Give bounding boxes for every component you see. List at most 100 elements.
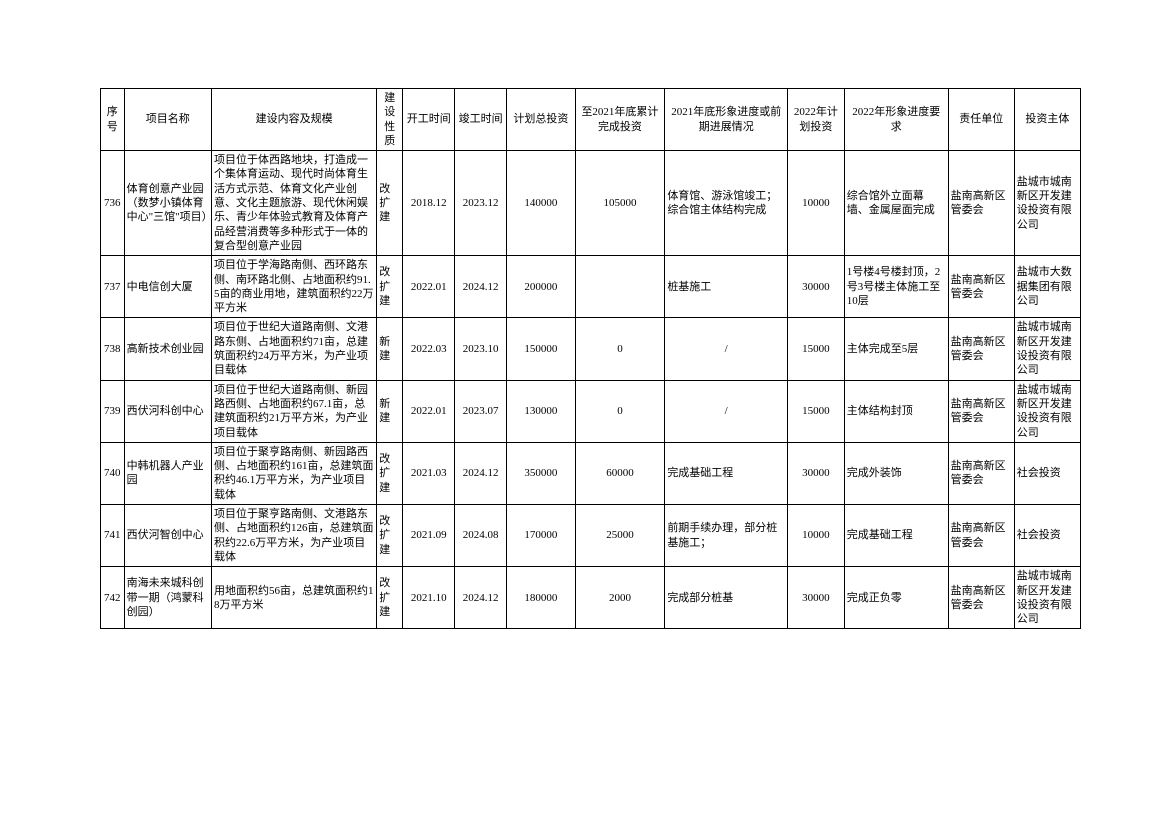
header-total: 计划总投资 — [507, 89, 575, 151]
cell-seq: 736 — [101, 151, 125, 256]
table-head: 序号 项目名称 建设内容及规模 建设性质 开工时间 竣工时间 计划总投资 至20… — [101, 89, 1081, 151]
table-row: 736体育创意产业园（数梦小镇体育中心"三馆"项目）项目位于体西路地块，打造成一… — [101, 151, 1081, 256]
cell-end: 2023.10 — [455, 318, 507, 380]
header-resp: 责任单位 — [948, 89, 1014, 151]
cell-end: 2024.12 — [455, 567, 507, 629]
cell-end: 2023.12 — [455, 151, 507, 256]
document-page: 序号 项目名称 建设内容及规模 建设性质 开工时间 竣工时间 计划总投资 至20… — [0, 0, 1169, 669]
cell-req: 完成外装饰 — [844, 442, 948, 504]
cell-req: 主体完成至5层 — [844, 318, 948, 380]
cell-plan: 10000 — [788, 151, 845, 256]
cell-content: 项目位于世纪大道路南侧、文港路东侧、占地面积约71亩，总建筑面积约24万平方米，… — [211, 318, 376, 380]
cell-total: 180000 — [507, 567, 575, 629]
cell-investor: 盐城市城南新区开发建设投资有限公司 — [1014, 318, 1080, 380]
cell-content: 项目位于聚亨路南侧、新园路西侧、占地面积约161亩，总建筑面积约46.1万平方米… — [211, 442, 376, 504]
cell-nature: 新建 — [377, 380, 403, 442]
cell-name: 西伏河科创中心 — [124, 380, 211, 442]
cell-nature: 改扩建 — [377, 256, 403, 318]
cell-seq: 738 — [101, 318, 125, 380]
cell-nature: 改扩建 — [377, 151, 403, 256]
cell-name: 中韩机器人产业园 — [124, 442, 211, 504]
cell-plan: 10000 — [788, 505, 845, 567]
cell-start: 2021.09 — [403, 505, 455, 567]
cell-progress: / — [665, 318, 788, 380]
cell-req: 1号楼4号楼封顶，2号3号楼主体施工至10层 — [844, 256, 948, 318]
cell-content: 项目位于世纪大道路南侧、新园路西侧、占地面积约67.1亩，总建筑面积约21万平方… — [211, 380, 376, 442]
cell-name: 高新技术创业园 — [124, 318, 211, 380]
cell-start: 2022.01 — [403, 256, 455, 318]
header-plan: 2022年计划投资 — [788, 89, 845, 151]
cell-start: 2022.03 — [403, 318, 455, 380]
cell-resp: 盐南高新区管委会 — [948, 505, 1014, 567]
cell-resp: 盐南高新区管委会 — [948, 256, 1014, 318]
table-row: 741西伏河智创中心项目位于聚亨路南侧、文港路东侧、占地面积约126亩，总建筑面… — [101, 505, 1081, 567]
header-investor: 投资主体 — [1014, 89, 1080, 151]
cell-done: 60000 — [575, 442, 665, 504]
header-progress: 2021年底形象进度或前期进展情况 — [665, 89, 788, 151]
cell-name: 西伏河智创中心 — [124, 505, 211, 567]
cell-content: 项目位于聚亨路南侧、文港路东侧、占地面积约126亩，总建筑面积约22.6万平方米… — [211, 505, 376, 567]
cell-progress: 完成部分桩基 — [665, 567, 788, 629]
cell-total: 150000 — [507, 318, 575, 380]
cell-plan: 30000 — [788, 256, 845, 318]
table-row: 738高新技术创业园项目位于世纪大道路南侧、文港路东侧、占地面积约71亩，总建筑… — [101, 318, 1081, 380]
cell-resp: 盐南高新区管委会 — [948, 442, 1014, 504]
cell-progress: 完成基础工程 — [665, 442, 788, 504]
cell-investor: 盐城市城南新区开发建设投资有限公司 — [1014, 151, 1080, 256]
cell-req: 综合馆外立面幕墙、金属屋面完成 — [844, 151, 948, 256]
cell-end: 2024.08 — [455, 505, 507, 567]
cell-done: 2000 — [575, 567, 665, 629]
cell-investor: 盐城市大数据集团有限公司 — [1014, 256, 1080, 318]
cell-resp: 盐南高新区管委会 — [948, 151, 1014, 256]
cell-done: 105000 — [575, 151, 665, 256]
cell-seq: 742 — [101, 567, 125, 629]
table-row: 739西伏河科创中心项目位于世纪大道路南侧、新园路西侧、占地面积约67.1亩，总… — [101, 380, 1081, 442]
cell-plan: 15000 — [788, 380, 845, 442]
cell-seq: 737 — [101, 256, 125, 318]
header-done: 至2021年底累计完成投资 — [575, 89, 665, 151]
header-req: 2022年形象进度要求 — [844, 89, 948, 151]
cell-req: 主体结构封顶 — [844, 380, 948, 442]
cell-name: 体育创意产业园（数梦小镇体育中心"三馆"项目） — [124, 151, 211, 256]
cell-seq: 739 — [101, 380, 125, 442]
cell-plan: 15000 — [788, 318, 845, 380]
cell-resp: 盐南高新区管委会 — [948, 318, 1014, 380]
cell-seq: 740 — [101, 442, 125, 504]
cell-nature: 改扩建 — [377, 505, 403, 567]
cell-total: 130000 — [507, 380, 575, 442]
cell-start: 2018.12 — [403, 151, 455, 256]
cell-name: 南海未来城科创带一期（鸿蒙科创园） — [124, 567, 211, 629]
cell-plan: 30000 — [788, 442, 845, 504]
cell-resp: 盐南高新区管委会 — [948, 380, 1014, 442]
header-start: 开工时间 — [403, 89, 455, 151]
cell-resp: 盐南高新区管委会 — [948, 567, 1014, 629]
cell-done: 0 — [575, 380, 665, 442]
cell-progress: / — [665, 380, 788, 442]
cell-progress: 前期手续办理，部分桩基施工； — [665, 505, 788, 567]
header-row: 序号 项目名称 建设内容及规模 建设性质 开工时间 竣工时间 计划总投资 至20… — [101, 89, 1081, 151]
cell-nature: 新建 — [377, 318, 403, 380]
cell-start: 2021.10 — [403, 567, 455, 629]
cell-name: 中电信创大厦 — [124, 256, 211, 318]
cell-investor: 社会投资 — [1014, 442, 1080, 504]
header-name: 项目名称 — [124, 89, 211, 151]
table-row: 737中电信创大厦项目位于学海路南侧、西环路东侧、南环路北侧、占地面积约91.5… — [101, 256, 1081, 318]
cell-end: 2023.07 — [455, 380, 507, 442]
header-content: 建设内容及规模 — [211, 89, 376, 151]
cell-total: 140000 — [507, 151, 575, 256]
table-row: 742南海未来城科创带一期（鸿蒙科创园）用地面积约56亩，总建筑面积约18万平方… — [101, 567, 1081, 629]
cell-seq: 741 — [101, 505, 125, 567]
cell-content: 项目位于体西路地块，打造成一个集体育运动、现代时尚体育生活方式示范、体育文化产业… — [211, 151, 376, 256]
header-seq: 序号 — [101, 89, 125, 151]
cell-end: 2024.12 — [455, 256, 507, 318]
cell-investor: 盐城市城南新区开发建设投资有限公司 — [1014, 567, 1080, 629]
cell-start: 2022.01 — [403, 380, 455, 442]
cell-done — [575, 256, 665, 318]
cell-req: 完成正负零 — [844, 567, 948, 629]
project-table: 序号 项目名称 建设内容及规模 建设性质 开工时间 竣工时间 计划总投资 至20… — [100, 88, 1081, 629]
cell-req: 完成基础工程 — [844, 505, 948, 567]
cell-content: 用地面积约56亩，总建筑面积约18万平方米 — [211, 567, 376, 629]
cell-investor: 社会投资 — [1014, 505, 1080, 567]
cell-investor: 盐城市城南新区开发建设投资有限公司 — [1014, 380, 1080, 442]
cell-nature: 改扩建 — [377, 567, 403, 629]
